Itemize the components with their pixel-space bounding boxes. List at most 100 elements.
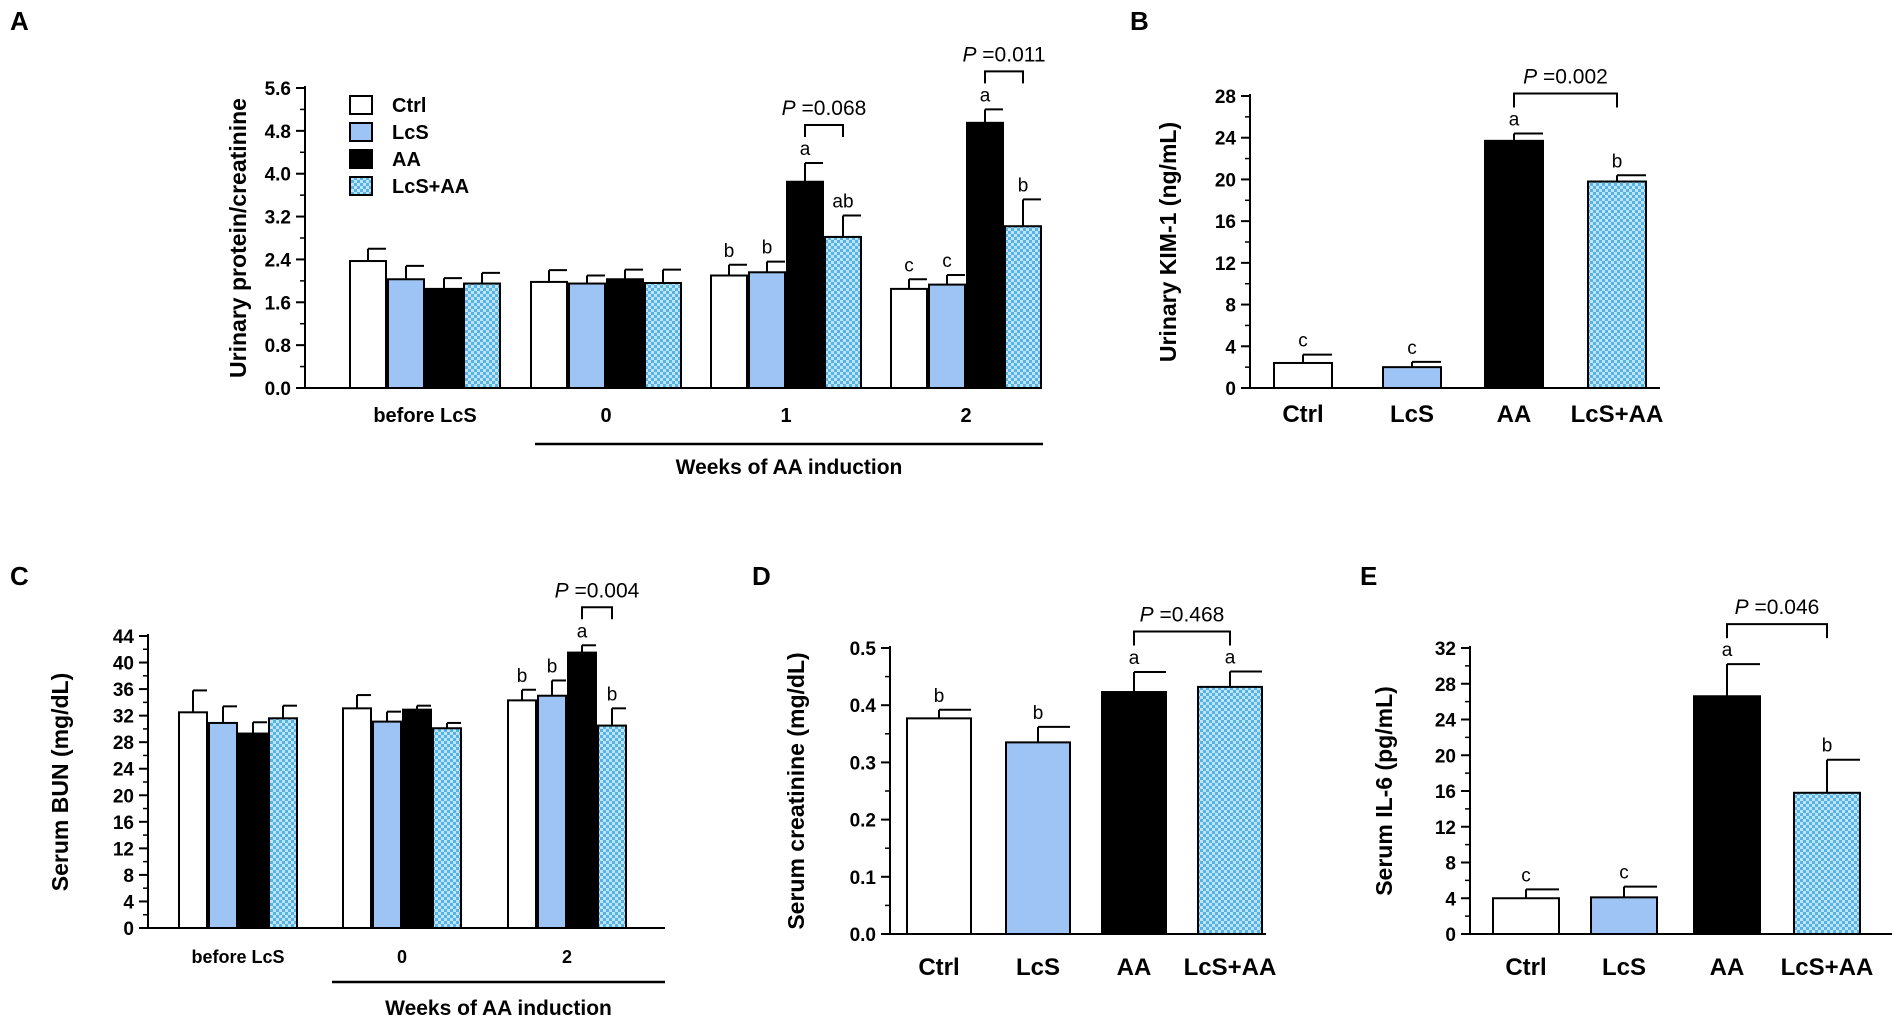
y-tick-label: 24 [1215,129,1237,150]
y-tick-label: 0.0 [850,925,876,946]
y-tick-label: 8 [123,866,134,887]
p-value-number: =0.004 [569,579,640,602]
bar-ctrl-2 [507,699,537,930]
x-category-label: LcS+AA [1781,954,1874,981]
bar-lcs-2 [928,283,966,390]
significance-letter: c [942,251,952,272]
y-tick-label: 8 [1225,296,1236,317]
y-tick-label: 4.8 [265,122,291,143]
y-tick-label: 4 [1445,889,1456,910]
x-category-label: LcS [1016,954,1060,981]
bar-aa-before-lcs [238,732,268,930]
significance-letter: b [607,684,618,705]
p-value-bracket [804,124,844,137]
bar-ctrl-0 [530,280,568,389]
x-category-label: before LcS [373,405,476,427]
significance-letter: ab [832,192,853,213]
bar-lcs-before-lcs [387,278,425,389]
y-tick-label: 0 [1225,379,1236,400]
panel-e: E 0 4 8 12 16 20 24 28 32 Serum IL-6 (pg/mL) c Ctrl c… [1360,561,1892,981]
p-value-bracket [1513,92,1618,108]
p-value-label: P =0.046 [1735,596,1820,619]
x-category-label: Ctrl [918,954,959,981]
p-value-number: =0.002 [1537,66,1608,89]
p-value-bracket [1726,623,1828,639]
bar-aa-bar [1693,695,1761,936]
bar-lcs-bar [1382,366,1442,389]
bar-lcs-bar [1590,896,1658,936]
significance-letter: a [1225,647,1236,668]
bar-lcs-before-lcs [208,721,238,929]
y-tick-label: 12 [1215,254,1236,275]
y-axis-title: Serum BUN (mg/dL) [47,673,73,892]
bar-lcs-aa-bar [1587,180,1647,389]
p-value-symbol: P [1523,66,1537,89]
bar-lcs-0 [372,720,402,929]
significance-letter: b [1612,151,1623,172]
significance-letter: a [1722,640,1733,661]
legend-label: Ctrl [392,95,426,117]
x-category-label: 0 [600,405,611,427]
significance-letter: c [904,255,914,276]
y-tick-label: 1.6 [265,293,291,314]
bar-aa-bar [1484,139,1544,389]
legend-swatch-aa [349,149,373,169]
y-tick-label: 0.1 [850,868,877,889]
x-axis-title: Weeks of AA induction [385,997,612,1020]
bar-ctrl-bar [1273,361,1333,390]
bar-ctrl-0 [342,707,372,929]
legend-label: AA [392,149,421,171]
y-axis-title: Urinary protein/creatinine [225,98,251,378]
x-category-label: 2 [960,405,971,427]
significance-letter: b [1018,175,1029,196]
y-tick-label: 28 [1435,675,1456,696]
p-value-number: =0.068 [796,97,867,120]
y-tick-label: 0 [1445,925,1456,946]
p-value-symbol: P [782,97,796,120]
y-tick-label: 20 [113,786,134,807]
bar-ctrl-1 [710,274,748,389]
panel-label: C [10,561,29,591]
legend-swatch-lcs [349,122,373,142]
bar-ctrl-before-lcs [178,711,208,929]
y-tick-label: 16 [1435,782,1456,803]
bar-ctrl-before-lcs [349,260,387,389]
y-tick-label: 24 [113,760,135,781]
bar-lcs-0 [568,282,606,389]
y-axis-title: Serum IL-6 (pg/mL) [1371,686,1397,896]
legend-swatch-ctrl [349,95,373,115]
significance-letter: b [1822,736,1833,757]
bar-lcs-aa-bar [1197,685,1263,935]
significance-letter: c [1298,331,1308,352]
p-value-label: P =0.011 [962,43,1045,66]
p-value-bracket [1133,630,1231,646]
y-tick-label: 0 [123,919,134,940]
panel-a: A 0.0 0.8 1.6 2.4 3.2 4.0 4.8 5.6 Urinary protein… [10,6,1046,479]
y-tick-label: 40 [113,654,134,675]
bar-ctrl-bar [1492,897,1560,935]
bar-aa-2 [567,651,597,929]
significance-letter: c [1521,865,1531,886]
significance-letter: b [724,241,735,262]
y-tick-label: 12 [1435,818,1456,839]
x-category-label: 0 [397,947,407,967]
significance-letter: b [934,686,945,707]
significance-letter: a [800,139,811,160]
legend-label: LcS [392,122,429,144]
significance-letter: b [547,656,558,677]
y-tick-label: 0.3 [850,753,876,774]
p-value-bracket [581,606,613,620]
significance-letter: b [517,666,528,687]
significance-letter: a [1129,648,1140,669]
bar-aa-1 [786,180,824,389]
p-value-symbol: P [1735,596,1749,619]
y-tick-label: 8 [1445,854,1456,875]
x-category-label: LcS+AA [1571,401,1664,428]
p-value-number: =0.468 [1154,603,1225,626]
y-tick-label: 0.0 [265,379,291,400]
y-tick-label: 4 [1225,337,1236,358]
p-value-symbol: P [1140,603,1154,626]
y-tick-label: 0.8 [265,336,291,357]
y-tick-label: 12 [113,839,134,860]
